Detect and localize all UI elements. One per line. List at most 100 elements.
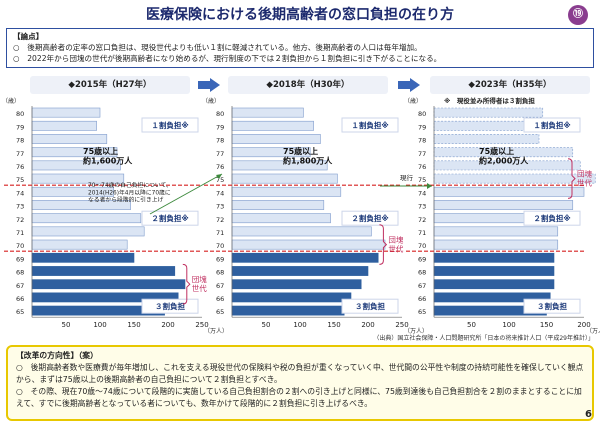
bar-78 [231,134,321,144]
age-tick-label: 68 [16,269,24,277]
x-tick-label: 200 [577,321,590,329]
bar-65 [231,305,345,316]
bar-67 [31,279,186,290]
points-box: 【論点】 ○ 後期高齢者の定率の窓口負担は、現役世代よりも低い１割に軽減されてい… [6,28,594,68]
bar-66 [231,292,352,303]
bar-68 [31,266,176,276]
tier2-label: ２割負担※ [351,213,388,223]
right-arrow-icon [398,78,420,92]
x-tick-label: 100 [93,321,106,329]
bar-69 [31,252,135,263]
age-tick-label: 79 [418,123,426,131]
transition-arrowhead [216,174,222,179]
pop-unit: （万人） [204,328,228,335]
bar-75 [231,173,338,184]
bar-75 [31,173,125,184]
reform-head: 【改革の方向性】（案） [16,351,98,360]
x-tick-label: 50 [467,321,476,329]
age-tick-label: 75 [216,176,224,184]
bar-74 [433,186,585,197]
population-charts: （歳） 65 66 67 68 69 70 71 72 73 74 75 76 77 78 79 80 50 100… [2,96,600,342]
dankai-label: 世代 [192,283,207,293]
age-tick-label: 79 [16,123,24,131]
tier1-box [141,117,199,133]
age-tick-label: 80 [216,110,224,118]
panel-year-2023: ◆2023年（H35年） [430,76,590,94]
age-tick-label: 77 [16,150,24,158]
bar-72 [231,213,331,224]
bar-78 [31,134,108,144]
tier2-box [341,210,399,226]
x-tick-label: 50 [62,321,71,329]
tier3-label: ３割負担 [355,301,385,311]
age-tick-label: 72 [216,216,224,224]
transition-note: 2014(H26)年4月以降に70歳に [88,188,171,196]
tier2-label: ２割負担※ [151,213,188,223]
tier3-label: ３割負担 [537,301,567,311]
age-tick-label: 78 [216,137,224,145]
dankai-label: 団塊 [388,235,403,245]
tier2-box [141,210,199,226]
source-note: （出典）国立社会保障・人口問題研究所「日本の将来推計人口（平成29年推計）」 [373,334,594,342]
age-tick-label: 79 [216,123,224,131]
bar-71 [231,226,372,237]
age-tick-label: 77 [216,150,224,158]
age-tick-label: 75 [16,176,24,184]
age-tick-label: 76 [418,163,426,171]
tier2-box [523,210,581,226]
x-tick-label: 200 [361,321,374,329]
tier3-box [141,298,199,314]
age-unit: （歳） [202,97,220,105]
x-tick-label: 150 [540,321,553,329]
current-arrowhead [427,183,432,189]
bar-70 [433,239,559,250]
bar-72 [31,213,142,224]
x-tick-label: 100 [293,321,306,329]
bar-70 [231,239,386,250]
age-tick-label: 68 [418,269,426,277]
x-tick-label: 150 [127,321,140,329]
age-tick-label: 74 [418,189,426,197]
note-current-income: ※ 現役並み所得者は３割負担 [444,96,535,105]
panel-year-2015: ◆2015年（H27年） [30,76,190,94]
age-tick-label: 72 [418,216,426,224]
x-tick-label: 150 [327,321,340,329]
age-tick-label: 69 [216,255,224,263]
age-tick-label: 70 [16,242,24,250]
bar-68 [231,266,369,276]
tier1-box [341,117,399,133]
page-badge: ⑲ [568,5,588,25]
over75-population: 75歳以上 [283,146,318,156]
age-tick-label: 74 [216,189,224,197]
age-tick-label: 75 [418,176,426,184]
over75-population: 75歳以上 [479,146,514,156]
dankai-label: 団塊 [192,274,207,284]
age-tick-label: 73 [16,203,24,211]
dankai-bracket [182,263,191,305]
tier1-box [523,117,581,133]
page-title: 医療保険における後期高齢者の窓口負担の在り方 [146,7,454,23]
bar-79 [31,120,97,131]
age-tick-label: 80 [16,110,24,118]
bar-68 [433,266,555,276]
age-tick-label: 71 [216,229,224,237]
over75-population: 75歳以上 [83,146,118,156]
age-tick-label: 65 [16,308,24,316]
age-tick-label: 67 [418,282,426,290]
dankai-label: 世代 [577,178,592,188]
transition-note: 70～74歳の自己負担について、 [88,181,172,189]
age-unit: （歳） [2,97,20,105]
bar-69 [231,252,379,263]
age-tick-label: 78 [418,137,426,145]
age-tick-label: 70 [216,242,224,250]
bar-70 [31,239,128,250]
age-tick-label: 74 [16,189,24,197]
current-label: 現行 [400,173,414,182]
age-unit: （歳） [404,97,422,105]
bar-74 [231,186,342,197]
x-tick-label: 250 [195,321,208,329]
bar-67 [433,279,555,290]
x-tick-label: 250 [395,321,408,329]
age-tick-label: 78 [16,137,24,145]
bar-73 [433,200,574,210]
